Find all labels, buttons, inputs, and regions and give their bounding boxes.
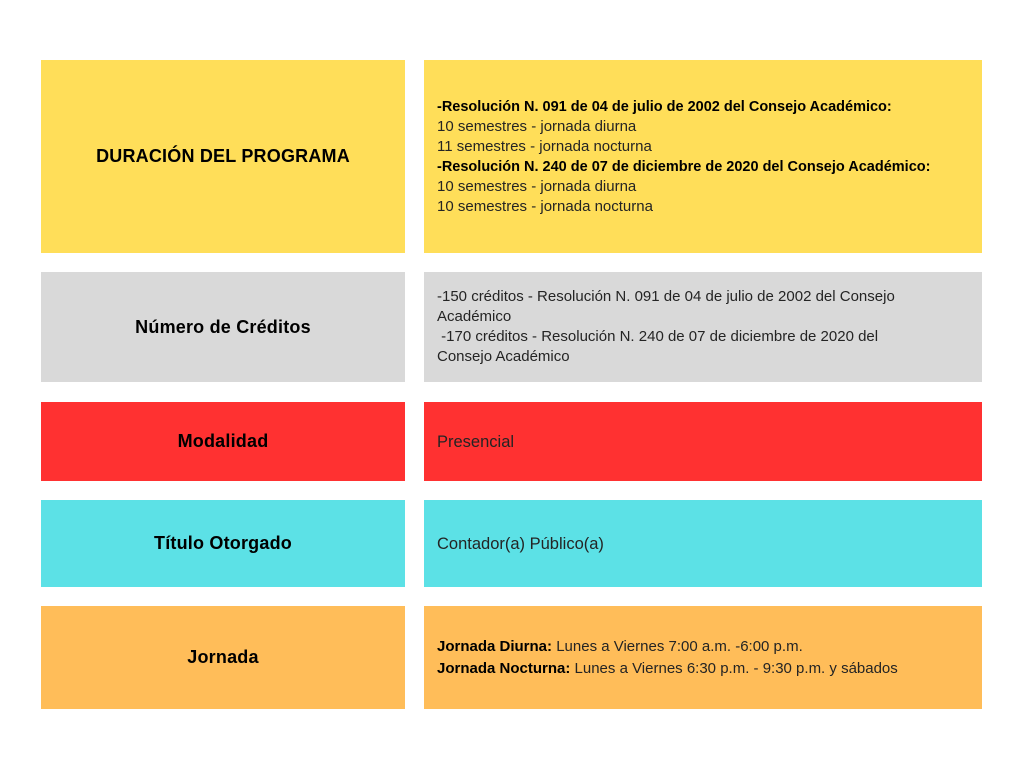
- resolution-2-title: -Resolución N. 240 de 07 de diciembre de…: [437, 158, 931, 175]
- jornada-diurna-line: Jornada Diurna: Lunes a Viernes 7:00 a.m…: [437, 636, 902, 658]
- jornada-nocturna-label: Jornada Nocturna:: [437, 659, 571, 677]
- titulo-value: Contador(a) Público(a): [437, 534, 604, 553]
- row-label: Título Otorgado: [154, 533, 292, 553]
- row-label-cell: DURACIÓN DEL PROGRAMA: [41, 60, 405, 253]
- jornada-diurna-text: Lunes a Viernes 7:00 a.m. -6:00 p.m.: [552, 637, 803, 655]
- table-row-titulo: Título Otorgado Contador(a) Público(a): [41, 500, 982, 587]
- row-value-cell: -150 créditos - Resolución N. 091 de 04 …: [424, 272, 982, 382]
- row-label-cell: Número de Créditos: [41, 272, 405, 382]
- row-label: DURACIÓN DEL PROGRAMA: [96, 146, 350, 166]
- row-value-cell: Contador(a) Público(a): [424, 500, 982, 587]
- row-label-cell: Modalidad: [41, 402, 405, 481]
- jornada-diurna-label: Jornada Diurna:: [437, 637, 553, 655]
- row-value-cell: -Resolución N. 091 de 04 de julio de 200…: [424, 60, 982, 253]
- resolution-1-title: -Resolución N. 091 de 04 de julio de 200…: [437, 98, 892, 115]
- row-label: Número de Créditos: [135, 316, 311, 337]
- table-row-modalidad: Modalidad Presencial: [41, 402, 982, 481]
- row-label-cell: Jornada: [41, 606, 405, 709]
- jornada-nocturna-line: Jornada Nocturna: Lunes a Viernes 6:30 p…: [437, 658, 902, 680]
- credits-line: -150 créditos - Resolución N. 091 de 04 …: [437, 288, 899, 325]
- resolution-1-line: 11 semestres - jornada nocturna: [437, 137, 652, 155]
- table-row-creditos: Número de Créditos -150 créditos - Resol…: [41, 272, 982, 382]
- resolution-2-line: 10 semestres - jornada diurna: [437, 177, 637, 195]
- row-label: Modalidad: [177, 431, 269, 451]
- row-label-cell: Título Otorgado: [41, 500, 405, 587]
- jornada-nocturna-text: Lunes a Viernes 6:30 p.m. - 9:30 p.m. y …: [570, 659, 898, 677]
- row-value-cell: Presencial: [424, 402, 982, 481]
- table-row-duracion: DURACIÓN DEL PROGRAMA -Resolución N. 091…: [41, 60, 982, 253]
- modalidad-value: Presencial: [437, 432, 515, 451]
- table-row-jornada: Jornada Jornada Diurna: Lunes a Viernes …: [41, 606, 982, 709]
- resolution-2-line: 10 semestres - jornada nocturna: [437, 197, 653, 215]
- row-label: Jornada: [187, 647, 259, 667]
- resolution-1-line: 10 semestres - jornada diurna: [437, 117, 637, 135]
- credits-line: -170 créditos - Resolución N. 240 de 07 …: [437, 328, 883, 365]
- row-value-cell: Jornada Diurna: Lunes a Viernes 7:00 a.m…: [424, 606, 982, 709]
